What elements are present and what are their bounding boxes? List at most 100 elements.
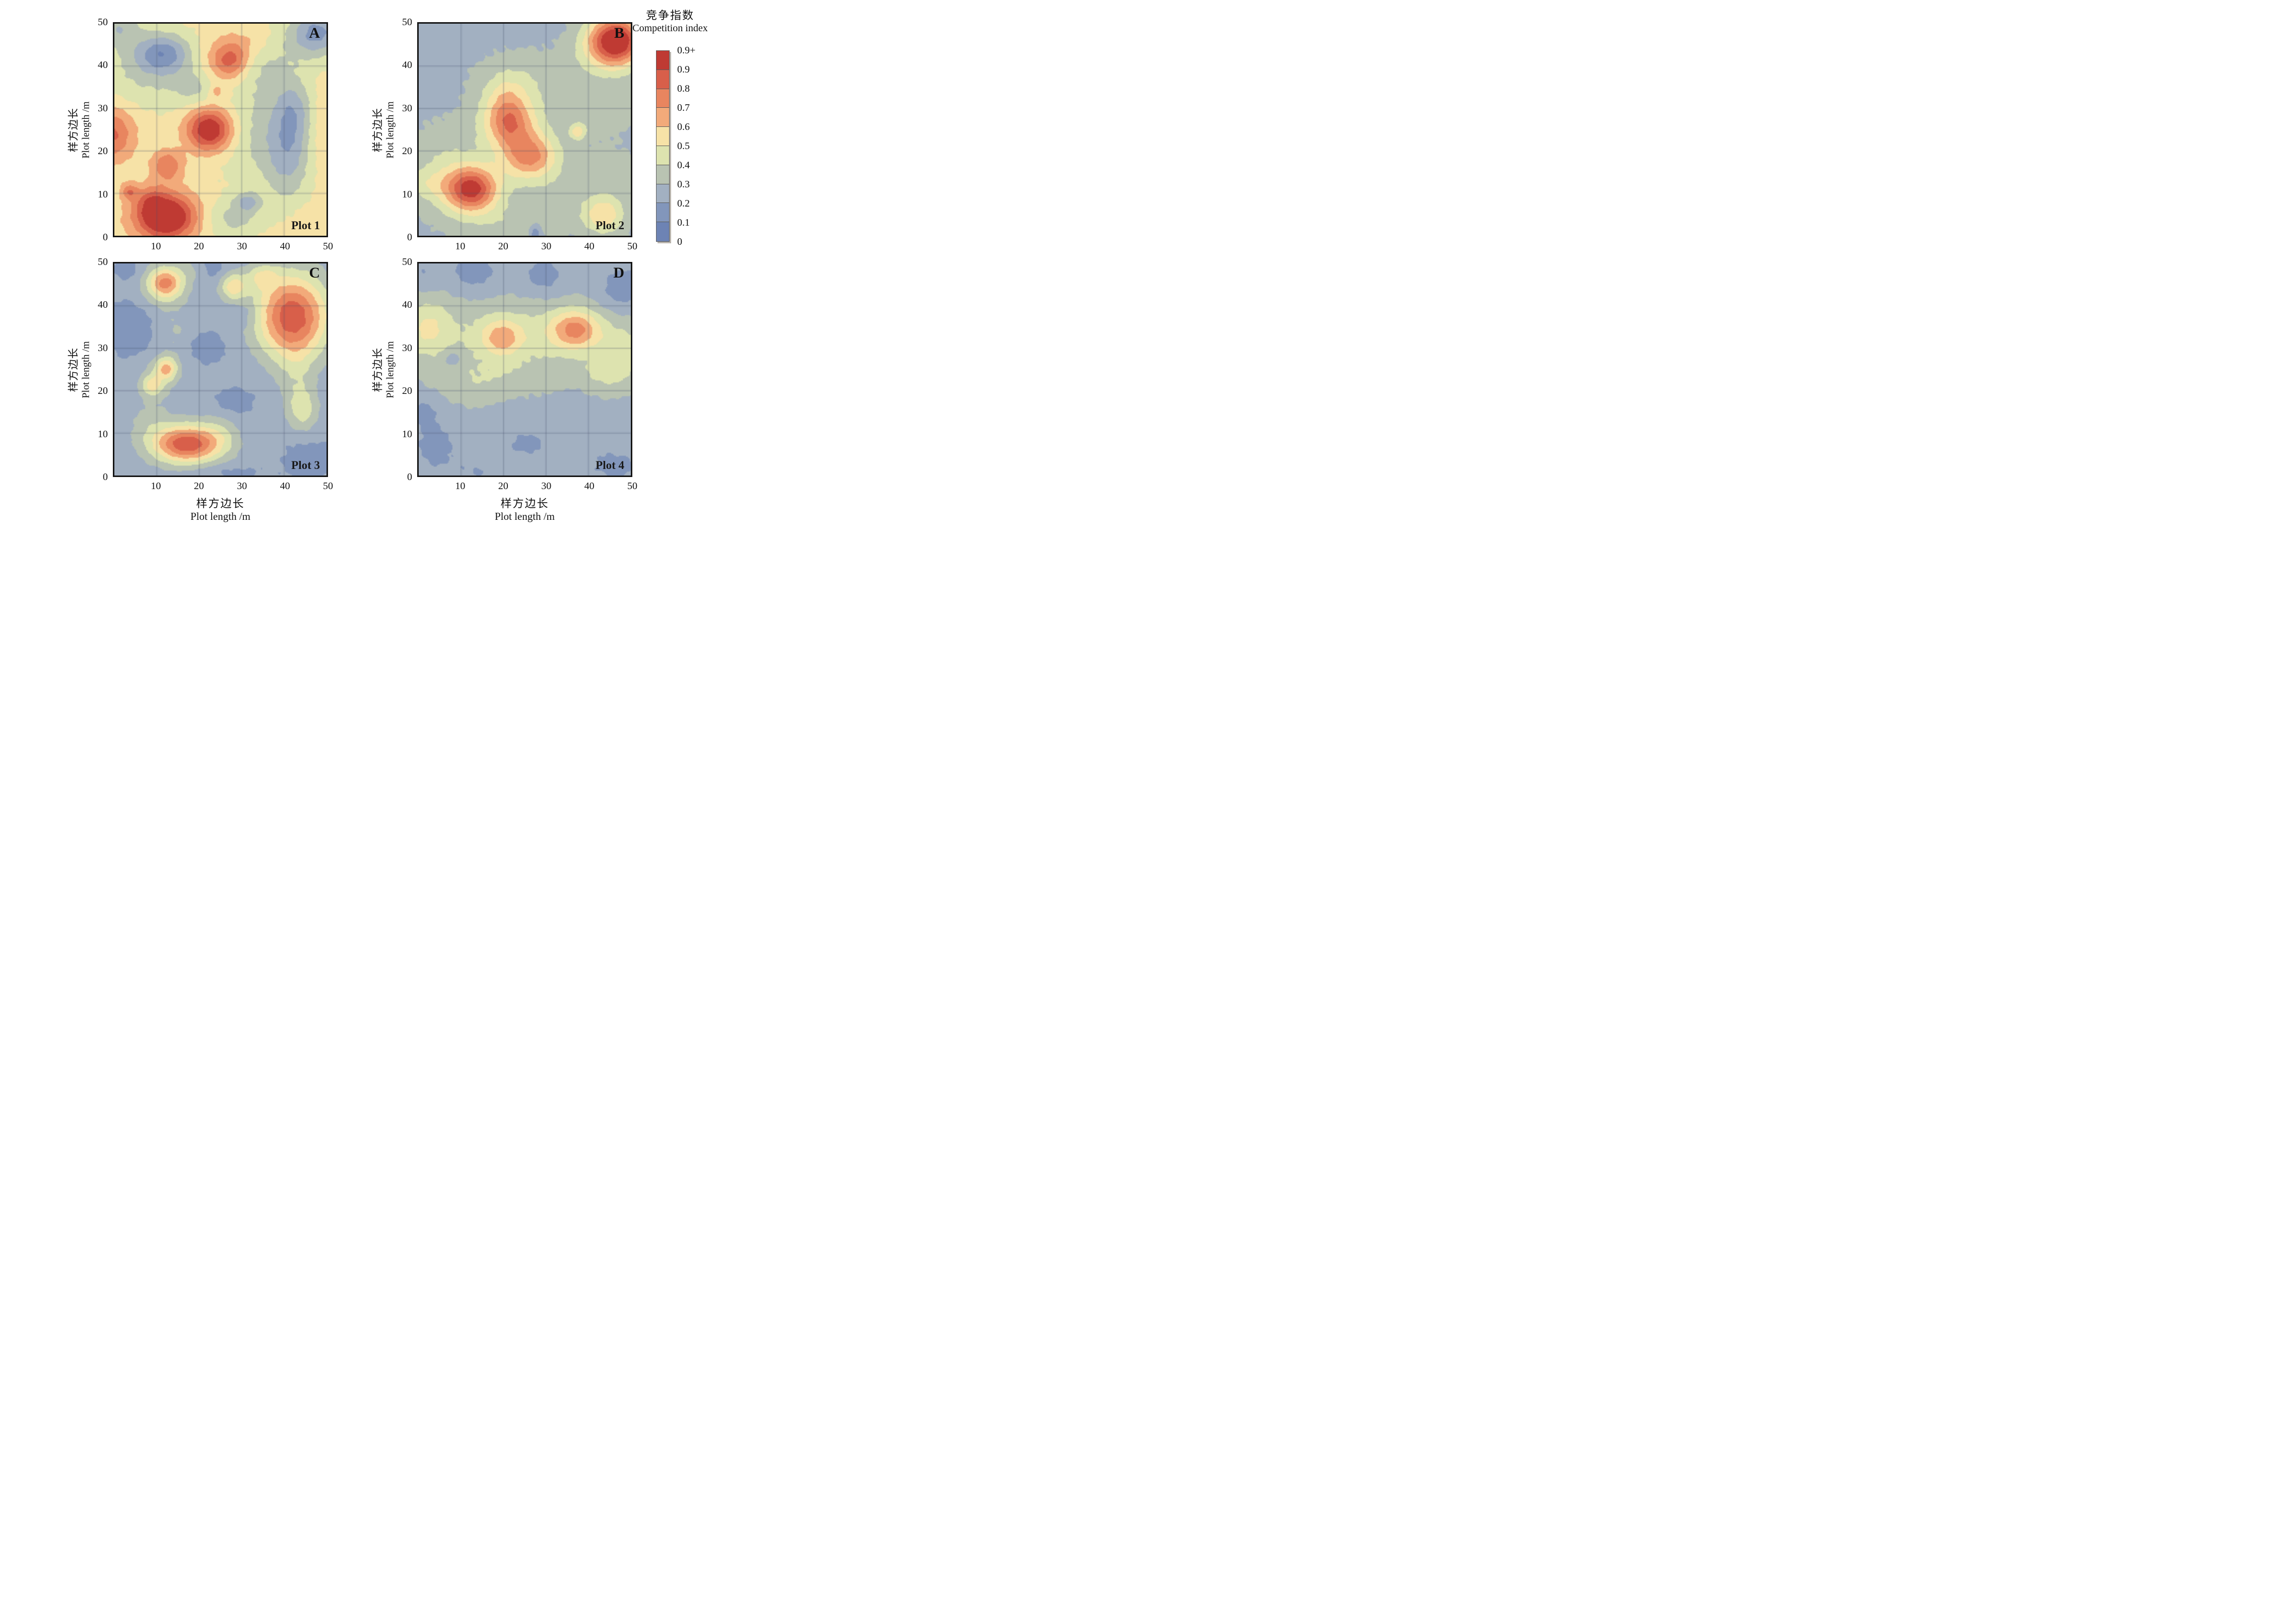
x-tick-label: 40 <box>280 241 290 252</box>
y-tick-label: 30 <box>98 102 108 114</box>
x-tick-label: 20 <box>193 241 204 252</box>
x-tick-label: 30 <box>541 481 552 492</box>
y-axis-label-zh: 样方边长 <box>67 107 80 152</box>
panel-b: 样方边长 Plot length /m 0 10 20 30 40 50 B Plot 2… <box>372 17 638 252</box>
plot-area-b: B Plot 2 <box>417 22 632 237</box>
x-axis-label-en: Plot length /m <box>190 510 251 522</box>
colorbar-tick-label: 0.4 <box>677 160 690 171</box>
panel-d: 样方边长 Plot length /m 0 10 20 30 40 50 D Plot 4… <box>372 256 638 522</box>
contour-canvas-c <box>114 263 326 476</box>
colorbar <box>656 50 670 242</box>
plot-label-d: Plot 4 <box>596 459 624 471</box>
panel-letter-d: D <box>613 264 624 281</box>
plot-label-c: Plot 3 <box>291 459 320 471</box>
legend-title-en: Competition index <box>632 23 708 34</box>
y-tick-label: 40 <box>98 59 108 71</box>
figure-page: 样方边长 Plot length /m 0 10 20 30 40 50 A Plot 1… <box>0 0 764 542</box>
plot-area-d: D Plot 4 <box>417 262 632 477</box>
y-tick-label: 50 <box>98 256 108 267</box>
x-tick-label: 50 <box>323 241 333 252</box>
colorbar-segment <box>657 146 669 165</box>
x-tick-label: 10 <box>151 481 161 492</box>
y-tick-label: 10 <box>98 188 108 200</box>
y-tick-label: 20 <box>98 146 108 157</box>
legend-title-zh: 竞争指数 <box>645 9 694 22</box>
colorbar-tick-label: 0.6 <box>677 121 690 132</box>
y-tick-label: 30 <box>402 102 412 114</box>
colorbar-segment <box>657 70 669 89</box>
colorbar-segment <box>657 184 669 204</box>
x-tick-label: 30 <box>237 481 247 492</box>
y-tick-label: 0 <box>407 471 412 483</box>
x-tick-label: 30 <box>541 241 552 252</box>
x-tick-label: 40 <box>584 481 595 492</box>
colorbar-segment <box>657 89 669 108</box>
colorbar-segment <box>657 108 669 127</box>
y-tick-label: 20 <box>98 385 108 397</box>
y-axis-label-en: Plot length /m <box>80 341 92 398</box>
x-tick-label: 20 <box>193 481 204 492</box>
y-axis-label-zh: 样方边长 <box>371 107 384 152</box>
y-tick-label: 40 <box>98 299 108 311</box>
y-tick-label: 50 <box>98 17 108 28</box>
x-tick-label: 10 <box>455 481 466 492</box>
y-tick-label: 0 <box>407 232 412 243</box>
colorbar-segment <box>657 51 669 70</box>
colorbar-tick-label: 0.1 <box>677 217 690 228</box>
plot-label-a: Plot 1 <box>291 219 320 232</box>
colorbar-tick-label: 0.7 <box>677 102 690 113</box>
y-axis-label-c: 样方边长 Plot length /m <box>68 309 92 430</box>
y-tick-label: 30 <box>98 342 108 354</box>
panel-letter-c: C <box>309 264 320 281</box>
x-tick-label: 10 <box>151 241 161 252</box>
colorbar-tick-label: 0.9 <box>677 64 690 75</box>
colorbar-tick-label: 0.2 <box>677 198 690 209</box>
x-tick-label: 50 <box>323 481 333 492</box>
plot-label-b: Plot 2 <box>596 219 624 232</box>
contour-canvas-b <box>419 24 631 236</box>
x-axis-label-c: 样方边长 Plot length /m <box>190 497 250 523</box>
colorbar-tick-label: 0.3 <box>677 179 690 190</box>
x-axis-label-en: Plot length /m <box>494 510 555 522</box>
x-axis-label-zh: 样方边长 <box>196 497 245 510</box>
x-tick-label: 40 <box>280 481 290 492</box>
y-axis-label-zh: 样方边长 <box>67 347 80 392</box>
y-tick-label: 20 <box>402 146 412 157</box>
panel-c: 样方边长 Plot length /m 0 10 20 30 40 50 C Plot 3… <box>68 256 334 522</box>
x-tick-label: 30 <box>237 241 247 252</box>
y-tick-label: 10 <box>402 188 412 200</box>
y-axis-label-a: 样方边长 Plot length /m <box>68 70 92 190</box>
plot-area-c: C Plot 3 <box>113 262 328 477</box>
plot-area-a: A Plot 1 <box>113 22 328 237</box>
colorbar-tick-label: 0.5 <box>677 141 690 152</box>
colorbar-segment <box>657 203 669 223</box>
contour-canvas-a <box>114 24 326 236</box>
y-axis-label-en: Plot length /m <box>80 101 92 159</box>
y-tick-label: 0 <box>103 232 108 243</box>
x-axis-label-zh: 样方边长 <box>500 497 549 510</box>
y-tick-label: 20 <box>402 385 412 397</box>
contour-canvas-d <box>419 263 631 476</box>
x-axis-label-d: 样方边长 Plot length /m <box>495 497 555 523</box>
panel-a: 样方边长 Plot length /m 0 10 20 30 40 50 A Plot 1… <box>68 17 334 252</box>
y-axis-label-b: 样方边长 Plot length /m <box>372 70 397 190</box>
colorbar-segment <box>657 127 669 146</box>
colorbar-tick-label: 0.8 <box>677 83 690 94</box>
y-axis-label-en: Plot length /m <box>384 341 396 398</box>
colorbar-tick-label: 0.9+ <box>677 45 696 56</box>
x-tick-label: 50 <box>627 241 637 252</box>
y-axis-label-zh: 样方边长 <box>371 347 384 392</box>
y-tick-label: 50 <box>402 17 412 28</box>
colorbar-tick-label: 0 <box>677 236 682 247</box>
y-tick-label: 40 <box>402 59 412 71</box>
x-tick-label: 40 <box>584 241 595 252</box>
y-tick-label: 0 <box>103 471 108 483</box>
y-axis-label-d: 样方边长 Plot length /m <box>372 309 397 430</box>
colorbar-segment <box>657 165 669 184</box>
y-tick-label: 40 <box>402 299 412 311</box>
panel-letter-b: B <box>614 25 624 41</box>
x-tick-label: 10 <box>455 241 466 252</box>
y-tick-label: 10 <box>402 428 412 440</box>
y-tick-label: 10 <box>98 428 108 440</box>
panel-letter-a: A <box>309 25 320 41</box>
